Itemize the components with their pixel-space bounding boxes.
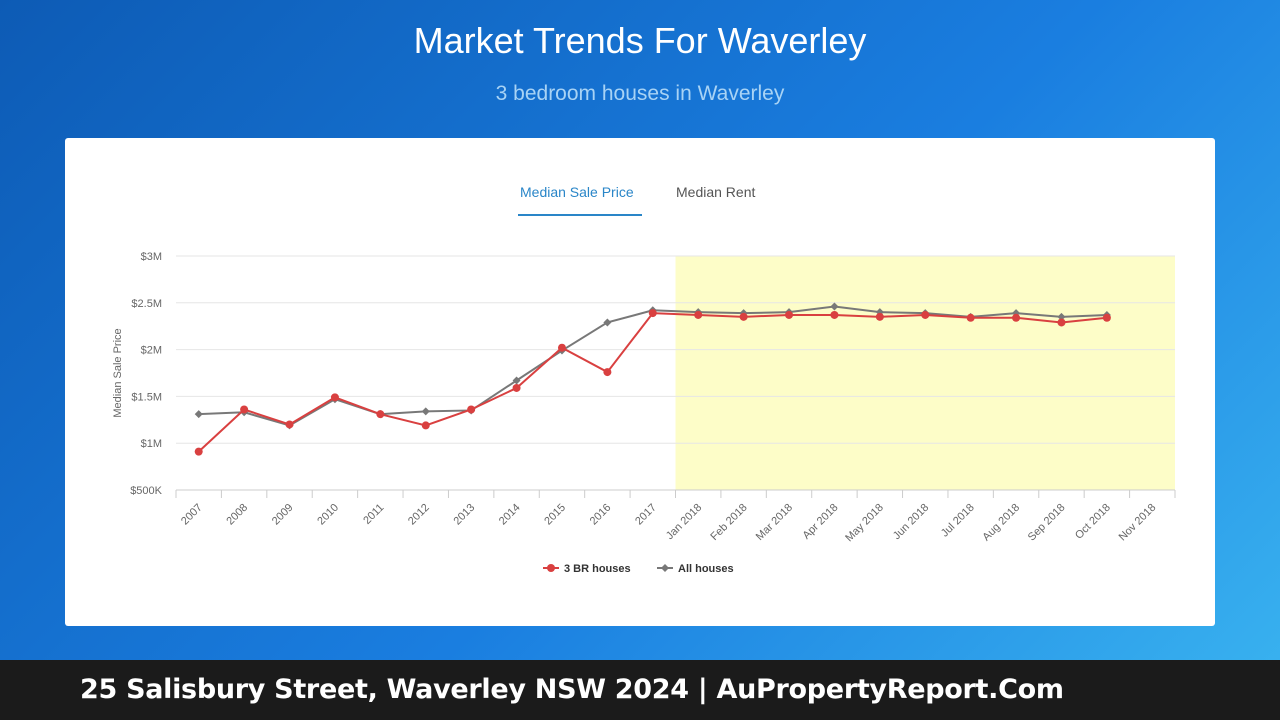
y-tick-label: $2M bbox=[141, 345, 162, 357]
x-tick-label: 2012 bbox=[406, 502, 432, 528]
data-point-all-houses bbox=[1012, 309, 1021, 318]
y-tick-label: $2.5M bbox=[131, 298, 162, 310]
y-tick-label: $1.5M bbox=[131, 391, 162, 403]
data-point-3br-houses bbox=[921, 310, 930, 319]
data-point-3br-houses bbox=[467, 405, 476, 414]
x-tick-label: Feb 2018 bbox=[708, 502, 749, 543]
data-point-3br-houses bbox=[194, 447, 203, 456]
x-tick-label: 2013 bbox=[451, 502, 477, 528]
page-subtitle: 3 bedroom houses in Waverley bbox=[495, 82, 785, 105]
footer-address: 25 Salisbury Street, Waverley NSW 2024 |… bbox=[80, 674, 1064, 705]
data-point-3br-houses bbox=[966, 313, 975, 322]
data-point-3br-houses bbox=[1057, 318, 1066, 327]
x-tick-label: 2017 bbox=[633, 502, 659, 528]
y-axis-title: Median Sale Price bbox=[112, 328, 124, 417]
data-point-all-houses bbox=[603, 318, 612, 327]
data-point-3br-houses bbox=[694, 310, 703, 319]
data-point-3br-houses bbox=[875, 312, 884, 321]
x-tick-label: Jan 2018 bbox=[664, 502, 704, 542]
data-point-all-houses bbox=[512, 376, 521, 385]
data-point-3br-houses bbox=[739, 312, 748, 321]
data-point-all-houses bbox=[830, 302, 839, 311]
active-tab-indicator bbox=[518, 214, 642, 216]
data-point-3br-houses bbox=[376, 410, 385, 419]
data-point-3br-houses bbox=[285, 420, 294, 429]
x-tick-label: 2011 bbox=[361, 502, 386, 527]
legend-marker-diamond bbox=[661, 564, 669, 572]
y-tick-label: $1M bbox=[141, 438, 162, 450]
x-tick-label: 2014 bbox=[497, 502, 523, 528]
data-point-3br-houses bbox=[830, 310, 839, 319]
data-point-all-houses bbox=[421, 407, 430, 416]
forecast-highlight-band bbox=[675, 256, 1175, 490]
x-tick-label: 2015 bbox=[542, 502, 568, 528]
data-point-3br-houses bbox=[1102, 313, 1111, 322]
x-tick-label: 2008 bbox=[224, 502, 250, 528]
x-tick-label: 2016 bbox=[588, 502, 614, 528]
data-point-3br-houses bbox=[330, 393, 339, 402]
y-tick-label: $500K bbox=[130, 485, 162, 497]
x-tick-label: Oct 2018 bbox=[1073, 502, 1113, 542]
data-point-all-houses bbox=[194, 410, 203, 419]
x-tick-label: Mar 2018 bbox=[754, 502, 795, 543]
x-tick-label: Sep 2018 bbox=[1026, 502, 1068, 544]
tab-median-rent[interactable]: Median Rent bbox=[676, 184, 756, 200]
x-tick-label: Jul 2018 bbox=[939, 502, 977, 540]
data-point-3br-houses bbox=[648, 309, 657, 318]
data-point-3br-houses bbox=[785, 310, 794, 319]
data-point-3br-houses bbox=[603, 368, 612, 377]
footer-bar: 25 Salisbury Street, Waverley NSW 2024 |… bbox=[0, 660, 1280, 720]
x-tick-label: 2007 bbox=[179, 502, 205, 528]
data-point-3br-houses bbox=[557, 343, 566, 352]
page-title: Market Trends For Waverley bbox=[413, 20, 867, 61]
data-point-3br-houses bbox=[421, 421, 430, 430]
median-sale-price-chart: $500K $1M $1.5M $2M $2.5M $3M 2007 2008 2009 2010… bbox=[112, 251, 1176, 575]
x-tick-label: Nov 2018 bbox=[1117, 502, 1159, 544]
y-tick-label: $3M bbox=[141, 251, 162, 263]
legend-marker-circle bbox=[547, 564, 555, 572]
data-point-all-houses bbox=[1057, 312, 1066, 321]
data-point-3br-houses bbox=[240, 405, 249, 414]
x-tick-label: 2009 bbox=[270, 502, 296, 528]
x-tick-label: Apr 2018 bbox=[800, 502, 840, 542]
data-point-3br-houses bbox=[512, 383, 521, 392]
legend-label: All houses bbox=[678, 563, 734, 575]
x-tick-label: Aug 2018 bbox=[980, 502, 1022, 544]
legend-label: 3 BR houses bbox=[564, 563, 631, 575]
x-tick-label: 2010 bbox=[315, 502, 341, 528]
x-tick-label: May 2018 bbox=[843, 502, 886, 545]
x-tick-label: Jun 2018 bbox=[891, 502, 931, 542]
tab-median-sale-price[interactable]: Median Sale Price bbox=[520, 184, 634, 200]
data-point-3br-houses bbox=[1012, 313, 1021, 322]
chart-card: Median Sale Price Median Rent $500K $1M $1… bbox=[65, 138, 1215, 626]
